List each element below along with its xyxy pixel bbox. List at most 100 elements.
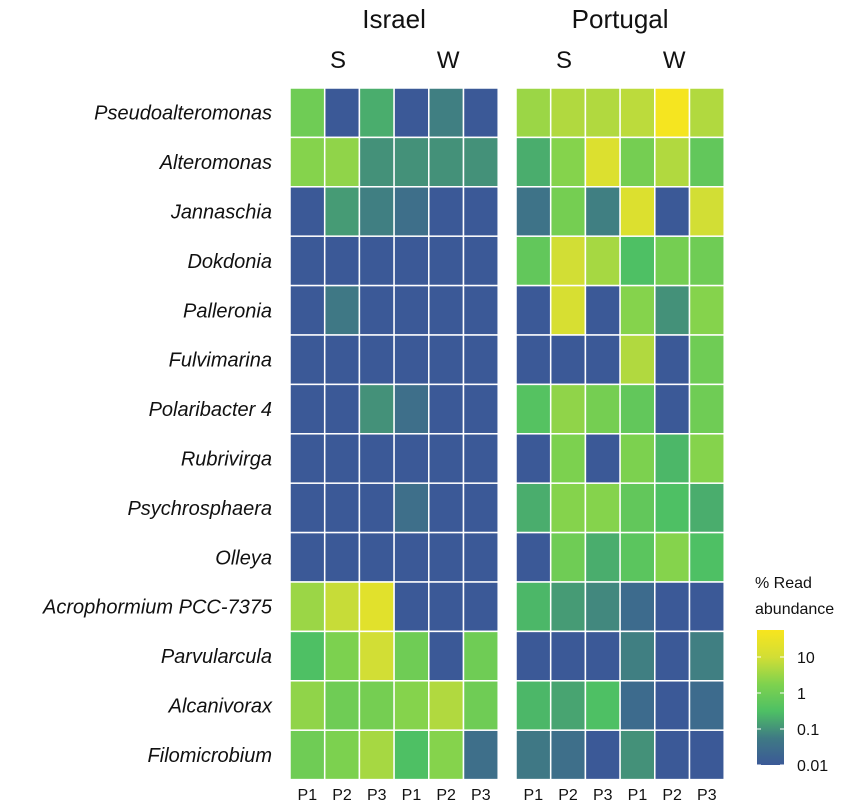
row-label-palleronia: Palleronia bbox=[183, 300, 272, 322]
heatmap-cell-portugal-polaribacter-4-2 bbox=[549, 383, 587, 435]
row-label-dokdonia: Dokdonia bbox=[187, 251, 272, 273]
heatmap-cell-portugal-polaribacter-4-4 bbox=[619, 383, 656, 435]
heatmap-cell-israel-alteromonas-1 bbox=[289, 136, 326, 188]
heatmap-cell-israel-palleronia-5 bbox=[428, 284, 465, 336]
legend-color-bar bbox=[757, 630, 784, 765]
column-labels: P1 P2 P3 P1 P2 P3 P1 P2 P3 P1 P2 P3 bbox=[298, 787, 717, 804]
heatmap-cell-portugal-olleya-2 bbox=[549, 531, 587, 583]
heatmap-cell-portugal-alcanivorax-2 bbox=[549, 680, 587, 731]
heatmap-cell-portugal-fulvimarina-5 bbox=[654, 334, 691, 386]
heatmap-cell-israel-fulvimarina-3 bbox=[358, 334, 395, 386]
season-label-israel-w: W bbox=[437, 47, 460, 74]
heatmap-cell-portugal-olleya-3 bbox=[584, 531, 621, 583]
heatmap-cell-portugal-palleronia-6 bbox=[688, 284, 725, 336]
heatmap-cell-portugal-jannaschia-5 bbox=[654, 186, 691, 237]
heatmap-cell-portugal-rubrivirga-2 bbox=[549, 433, 587, 484]
heatmap-cell-israel-olleya-5 bbox=[428, 531, 465, 583]
legend-tick-label-1: 10 bbox=[797, 650, 815, 667]
heatmap-cell-portugal-parvularcula-5 bbox=[654, 630, 691, 682]
heatmap-cell-portugal-alcanivorax-6 bbox=[688, 680, 725, 731]
heatmap-cell-portugal-alcanivorax-5 bbox=[654, 680, 691, 731]
heatmap-cell-portugal-parvularcula-1 bbox=[515, 630, 552, 682]
heatmap-cell-israel-psychrosphaera-4 bbox=[393, 482, 430, 534]
heatmap-cell-israel-alteromonas-4 bbox=[393, 136, 430, 188]
heatmap-cell-israel-jannaschia-6 bbox=[462, 186, 499, 237]
heatmap-cell-israel-palleronia-3 bbox=[358, 284, 395, 336]
row-label-rubrivirga: Rubrivirga bbox=[181, 449, 272, 471]
column-label-portugal-6: P3 bbox=[697, 787, 717, 804]
row-label-alteromonas: Alteromonas bbox=[159, 152, 272, 174]
row-label-parvularcula: Parvularcula bbox=[161, 646, 272, 668]
heatmap-cell-israel-acrophormium-pcc-7375-3 bbox=[358, 581, 395, 633]
heatmap-cell-portugal-acrophormium-pcc-7375-3 bbox=[584, 581, 621, 633]
heatmap-cell-israel-pseudoalteromonas-3 bbox=[358, 87, 395, 139]
heatmap-cell-israel-olleya-1 bbox=[289, 531, 326, 583]
heatmap-cell-israel-acrophormium-pcc-7375-1 bbox=[289, 581, 326, 633]
heatmap-cell-israel-polaribacter-4-5 bbox=[428, 383, 465, 435]
heatmap-cell-portugal-fulvimarina-1 bbox=[515, 334, 552, 386]
column-label-israel-3: P3 bbox=[367, 787, 387, 804]
heatmap-cell-portugal-polaribacter-4-3 bbox=[584, 383, 621, 435]
heatmap-cell-israel-polaribacter-4-3 bbox=[358, 383, 395, 435]
heatmap-cell-israel-psychrosphaera-6 bbox=[462, 482, 499, 534]
israel-panel bbox=[289, 87, 499, 781]
row-label-filomicrobium: Filomicrobium bbox=[148, 745, 272, 767]
column-label-israel-5: P2 bbox=[436, 787, 456, 804]
heatmap-cell-portugal-rubrivirga-5 bbox=[654, 433, 691, 484]
heatmap-cell-portugal-parvularcula-2 bbox=[549, 630, 587, 682]
season-label-portugal-s: S bbox=[556, 47, 572, 74]
heatmap-cell-portugal-fulvimarina-2 bbox=[549, 334, 587, 386]
heatmap-cell-israel-fulvimarina-1 bbox=[289, 334, 326, 386]
column-label-israel-2: P2 bbox=[332, 787, 352, 804]
heatmap-cell-israel-olleya-6 bbox=[462, 531, 499, 583]
heatmap-cell-portugal-filomicrobium-6 bbox=[688, 729, 725, 781]
heatmap-cell-israel-filomicrobium-2 bbox=[323, 729, 361, 781]
heatmap-cell-israel-alteromonas-5 bbox=[428, 136, 465, 188]
heatmap-cell-portugal-pseudoalteromonas-2 bbox=[549, 87, 587, 139]
heatmap-cell-portugal-pseudoalteromonas-3 bbox=[584, 87, 621, 139]
heatmap-cell-israel-palleronia-1 bbox=[289, 284, 326, 336]
heatmap-cell-israel-jannaschia-2 bbox=[323, 186, 361, 237]
heatmap-cell-israel-alteromonas-3 bbox=[358, 136, 395, 188]
heatmap-cell-israel-palleronia-4 bbox=[393, 284, 430, 336]
heatmap-cell-portugal-parvularcula-6 bbox=[688, 630, 725, 682]
column-label-portugal-5: P2 bbox=[662, 787, 682, 804]
heatmap-cell-portugal-rubrivirga-6 bbox=[688, 433, 725, 484]
heatmap-cell-israel-pseudoalteromonas-4 bbox=[393, 87, 430, 139]
heatmap-cell-portugal-dokdonia-2 bbox=[549, 235, 587, 287]
heatmap-cell-israel-pseudoalteromonas-2 bbox=[323, 87, 361, 139]
heatmap-cell-israel-alteromonas-6 bbox=[462, 136, 499, 188]
portugal-panel bbox=[515, 87, 725, 781]
heatmap-cell-israel-psychrosphaera-1 bbox=[289, 482, 326, 534]
row-label-fulvimarina: Fulvimarina bbox=[169, 350, 272, 372]
heatmap-cell-israel-fulvimarina-6 bbox=[462, 334, 499, 386]
heatmap-cell-israel-dokdonia-1 bbox=[289, 235, 326, 287]
heatmap-cell-israel-olleya-3 bbox=[358, 531, 395, 583]
heatmap-cell-portugal-acrophormium-pcc-7375-4 bbox=[619, 581, 656, 633]
heatmap-cell-portugal-dokdonia-4 bbox=[619, 235, 656, 287]
heatmap-cell-portugal-fulvimarina-4 bbox=[619, 334, 656, 386]
column-label-portugal-2: P2 bbox=[558, 787, 578, 804]
heatmap-cell-portugal-filomicrobium-2 bbox=[549, 729, 587, 781]
heatmap-cell-portugal-jannaschia-3 bbox=[584, 186, 621, 237]
row-label-polaribacter-4: Polaribacter 4 bbox=[149, 399, 272, 421]
column-label-portugal-1: P1 bbox=[524, 787, 544, 804]
heatmap-cell-portugal-alcanivorax-4 bbox=[619, 680, 656, 731]
heatmap-cell-portugal-alteromonas-6 bbox=[688, 136, 725, 188]
heatmap-cell-portugal-parvularcula-4 bbox=[619, 630, 656, 682]
heatmap-cell-portugal-pseudoalteromonas-4 bbox=[619, 87, 656, 139]
heatmap-cell-portugal-acrophormium-pcc-7375-5 bbox=[654, 581, 691, 633]
heatmap-cell-portugal-alteromonas-3 bbox=[584, 136, 621, 188]
heatmap-cell-portugal-palleronia-1 bbox=[515, 284, 552, 336]
heatmap-cell-israel-parvularcula-2 bbox=[323, 630, 361, 682]
heatmap-cell-portugal-alteromonas-5 bbox=[654, 136, 691, 188]
heatmap-cell-israel-pseudoalteromonas-5 bbox=[428, 87, 465, 139]
heatmap-cell-israel-pseudoalteromonas-1 bbox=[289, 87, 326, 139]
heatmap-cell-israel-filomicrobium-6 bbox=[462, 729, 499, 781]
heatmap-cell-portugal-psychrosphaera-1 bbox=[515, 482, 552, 534]
row-label-pseudoalteromonas: Pseudoalteromonas bbox=[94, 103, 272, 125]
heatmap-cell-portugal-alcanivorax-1 bbox=[515, 680, 552, 731]
heatmap-cell-israel-rubrivirga-2 bbox=[323, 433, 361, 484]
heatmap-cell-israel-polaribacter-4-2 bbox=[323, 383, 361, 435]
heatmap-cell-israel-acrophormium-pcc-7375-5 bbox=[428, 581, 465, 633]
